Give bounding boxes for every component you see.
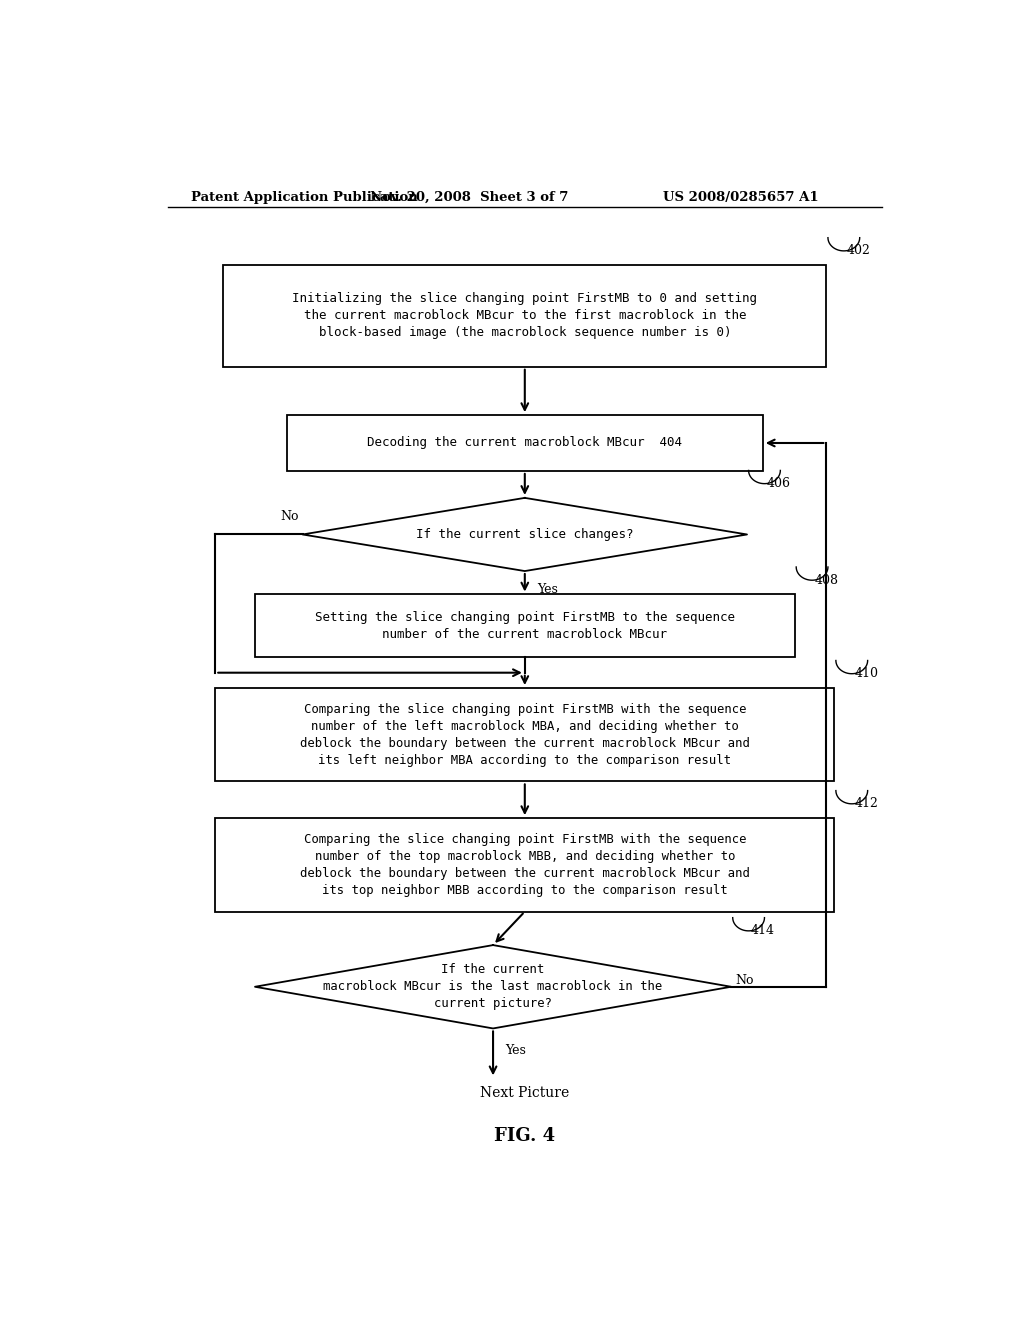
Text: 408: 408 <box>814 574 839 586</box>
Bar <box>287 414 763 471</box>
Bar <box>215 688 835 781</box>
Text: 406: 406 <box>767 477 791 490</box>
Text: Patent Application Publication: Patent Application Publication <box>191 190 418 203</box>
Text: Yes: Yes <box>505 1044 526 1057</box>
Text: Setting the slice changing point FirstMB to the sequence
number of the current m: Setting the slice changing point FirstMB… <box>314 611 735 642</box>
Bar <box>215 818 835 912</box>
Text: No: No <box>735 974 754 987</box>
Bar <box>223 265 826 367</box>
Text: Comparing the slice changing point FirstMB with the sequence
number of the top m: Comparing the slice changing point First… <box>300 833 750 896</box>
Text: 412: 412 <box>854 797 878 810</box>
Text: Initializing the slice changing point FirstMB to 0 and setting
the current macro: Initializing the slice changing point Fi… <box>292 293 758 339</box>
Text: If the current slice changes?: If the current slice changes? <box>416 528 634 541</box>
Text: Decoding the current macroblock MBcur  404: Decoding the current macroblock MBcur 40… <box>368 437 682 450</box>
Text: 410: 410 <box>854 667 879 680</box>
Text: US 2008/0285657 A1: US 2008/0285657 A1 <box>663 190 818 203</box>
Text: Next Picture: Next Picture <box>480 1086 569 1101</box>
Text: Comparing the slice changing point FirstMB with the sequence
number of the left : Comparing the slice changing point First… <box>300 702 750 767</box>
Text: FIG. 4: FIG. 4 <box>495 1127 555 1146</box>
Text: If the current
macroblock MBcur is the last macroblock in the
current picture?: If the current macroblock MBcur is the l… <box>324 964 663 1010</box>
Text: No: No <box>281 510 299 523</box>
Text: 402: 402 <box>846 244 870 257</box>
Text: 414: 414 <box>751 924 775 937</box>
Bar <box>255 594 795 657</box>
Text: Yes: Yes <box>537 583 558 597</box>
Text: Nov. 20, 2008  Sheet 3 of 7: Nov. 20, 2008 Sheet 3 of 7 <box>370 190 568 203</box>
